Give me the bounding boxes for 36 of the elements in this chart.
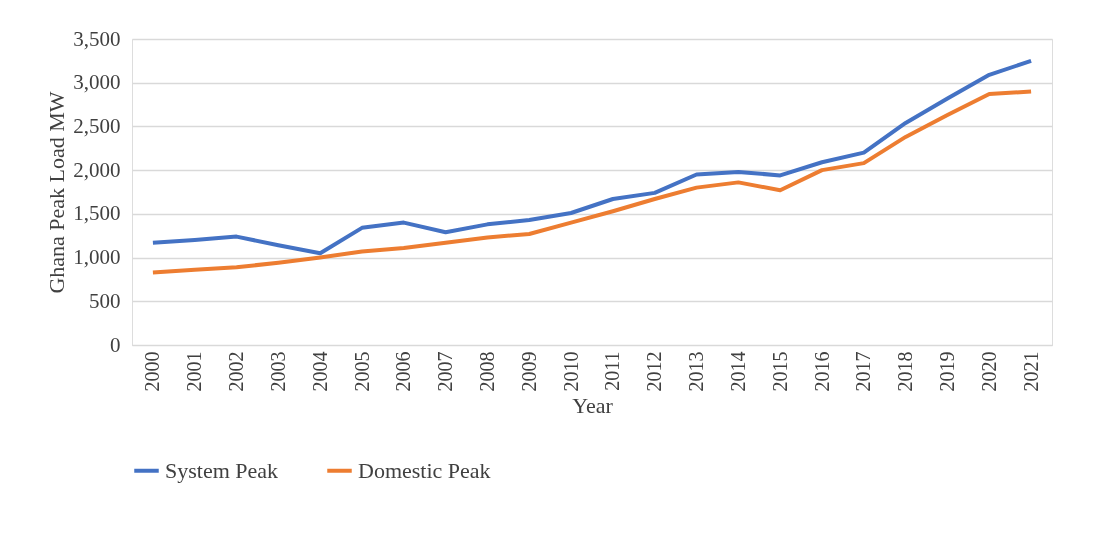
legend-label: System Peak [165, 457, 279, 483]
x-tick-label: 2016 [810, 351, 833, 392]
x-tick-label: 2002 [225, 351, 248, 392]
x-tick-label: 2006 [392, 351, 415, 392]
line-series [150, 89, 1034, 275]
y-tick-label: 3,000 [73, 70, 121, 95]
x-tick-label: 2000 [141, 351, 164, 392]
x-axis-title: Year [572, 392, 614, 418]
x-tick-label: 2015 [768, 351, 791, 392]
x-tick-label: 2019 [935, 351, 958, 392]
y-tick-label: 3,500 [73, 26, 121, 51]
x-tick-label: 2009 [517, 351, 540, 392]
x-tick-label: 2001 [183, 351, 206, 392]
x-tick-label: 2003 [266, 351, 289, 392]
legend-label: Domestic Peak [358, 457, 491, 483]
x-tick-label: 2017 [852, 351, 875, 392]
x-tick-label: 2005 [350, 351, 373, 392]
y-tick-label: 1,000 [73, 245, 121, 270]
x-tick-label: 2018 [894, 351, 917, 392]
x-tick-label: 2021 [1019, 351, 1042, 392]
y-tick-label: 2,500 [73, 113, 121, 138]
x-tick-label: 2007 [434, 351, 457, 392]
x-tick-label: 2011 [601, 351, 624, 391]
x-tick-label: 2013 [685, 351, 708, 392]
x-tick-label: 2014 [726, 351, 749, 392]
x-tick-label: 2012 [643, 351, 666, 392]
line-series [150, 58, 1034, 256]
x-tick-label: 2004 [308, 351, 331, 392]
x-tick-label: 2008 [475, 351, 498, 392]
y-axis-title: Ghana Peak Load MW [44, 91, 70, 294]
y-tick-label: 1,500 [73, 201, 121, 226]
y-tick-label: 2,000 [73, 157, 121, 182]
y-tick-label: 0 [110, 332, 121, 357]
y-tick-label: 500 [89, 288, 121, 313]
x-tick-label: 2010 [559, 351, 582, 392]
x-tick-label: 2020 [977, 351, 1000, 392]
